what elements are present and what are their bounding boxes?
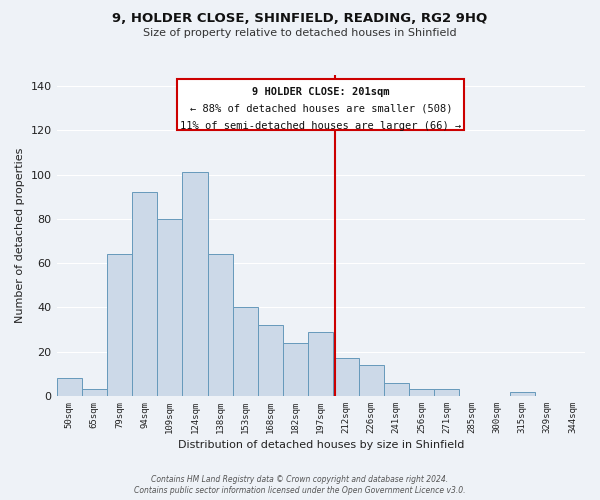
Bar <box>82 390 107 396</box>
Text: ← 88% of detached houses are smaller (508): ← 88% of detached houses are smaller (50… <box>190 104 452 114</box>
Bar <box>208 254 233 396</box>
Bar <box>308 332 334 396</box>
Bar <box>56 378 82 396</box>
Bar <box>383 382 409 396</box>
Text: Size of property relative to detached houses in Shinfield: Size of property relative to detached ho… <box>143 28 457 38</box>
Bar <box>157 219 182 396</box>
Bar <box>283 343 308 396</box>
Bar <box>182 172 208 396</box>
Text: 9 HOLDER CLOSE: 201sqm: 9 HOLDER CLOSE: 201sqm <box>252 87 389 97</box>
Bar <box>334 358 359 396</box>
Bar <box>132 192 157 396</box>
Bar <box>359 365 383 396</box>
Text: Contains public sector information licensed under the Open Government Licence v3: Contains public sector information licen… <box>134 486 466 495</box>
Bar <box>178 80 464 130</box>
Text: 9, HOLDER CLOSE, SHINFIELD, READING, RG2 9HQ: 9, HOLDER CLOSE, SHINFIELD, READING, RG2… <box>112 12 488 26</box>
Y-axis label: Number of detached properties: Number of detached properties <box>15 148 25 323</box>
Text: Contains HM Land Registry data © Crown copyright and database right 2024.: Contains HM Land Registry data © Crown c… <box>151 475 449 484</box>
Bar <box>509 392 535 396</box>
X-axis label: Distribution of detached houses by size in Shinfield: Distribution of detached houses by size … <box>178 440 464 450</box>
Bar <box>258 325 283 396</box>
Bar <box>434 390 459 396</box>
Bar <box>233 308 258 396</box>
Text: 11% of semi-detached houses are larger (66) →: 11% of semi-detached houses are larger (… <box>180 122 461 132</box>
Bar <box>409 390 434 396</box>
Bar <box>107 254 132 396</box>
